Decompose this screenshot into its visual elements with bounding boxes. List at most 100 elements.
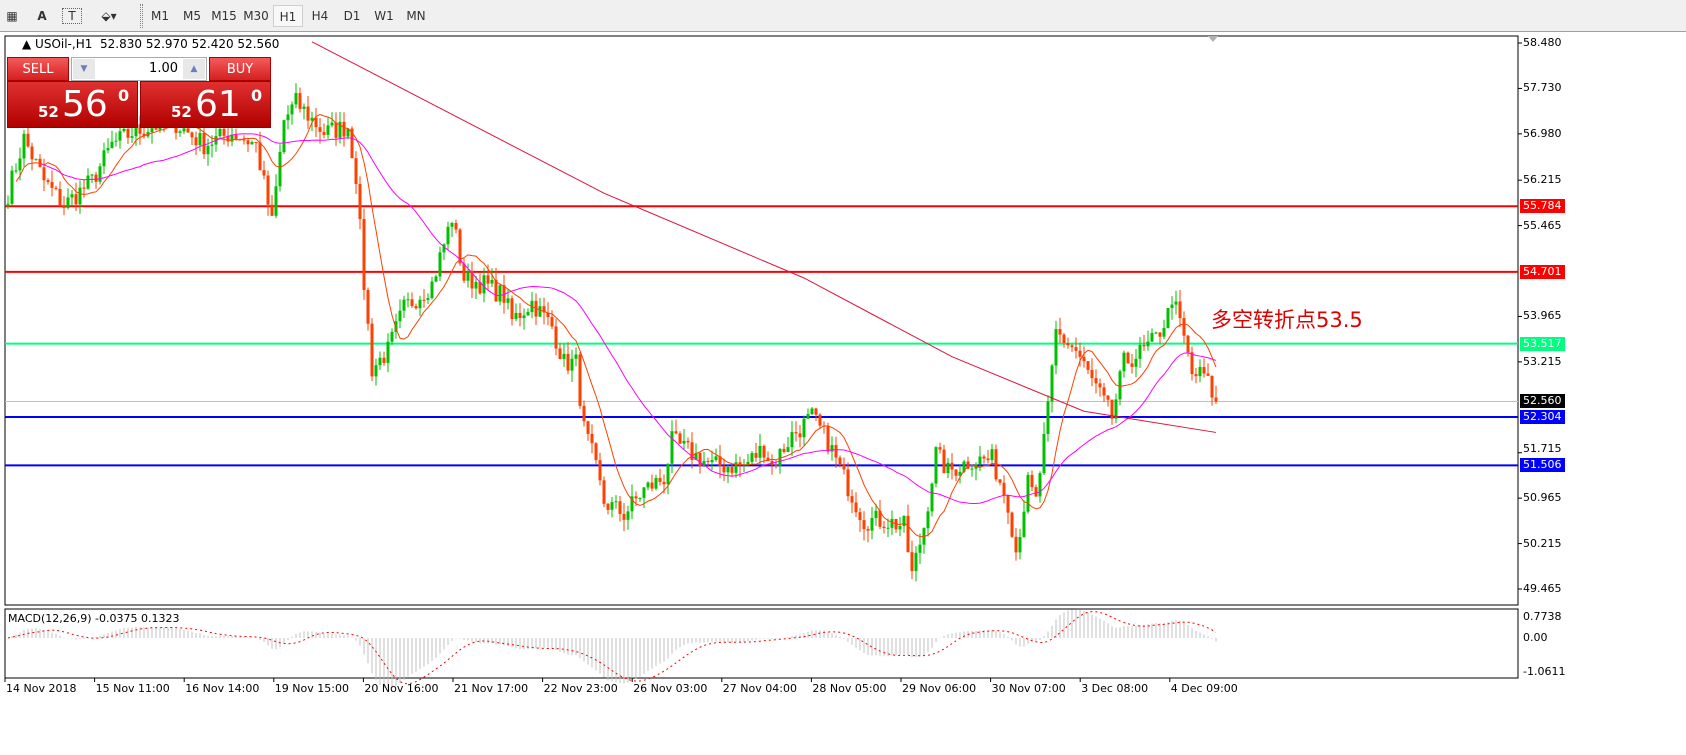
candle-body — [1046, 401, 1050, 434]
chart-window[interactable]: ▲ USOil-,H1 52.830 52.970 52.420 52.560 … — [0, 32, 1686, 755]
shapes-icon[interactable]: ⬙▾ — [101, 9, 117, 23]
date-tick-label: 20 Nov 16:00 — [364, 682, 439, 695]
candle-body — [746, 461, 750, 465]
candle-body — [286, 114, 290, 121]
timeframe-m5[interactable]: M5 — [183, 9, 201, 23]
candle-body — [862, 520, 866, 530]
candle-body — [310, 117, 314, 121]
buy-button[interactable]: BUY — [209, 57, 271, 81]
timeframe-h1[interactable]: H1 — [273, 5, 303, 27]
macd-tick-label: -1.0611 — [1523, 665, 1566, 678]
candle-body — [454, 222, 458, 230]
candle-body — [574, 354, 578, 359]
candle-body — [94, 174, 98, 182]
sell-price-main: 56 — [62, 84, 108, 125]
date-tick-label: 30 Nov 07:00 — [991, 682, 1066, 695]
text-box-icon[interactable]: T — [62, 8, 82, 24]
lot-decrease-icon[interactable]: ▼ — [73, 59, 95, 79]
candle-body — [222, 128, 226, 136]
candle-body — [710, 459, 714, 463]
price-tick-label: 53.215 — [1523, 354, 1562, 368]
grid-f-icon[interactable]: ▦ — [6, 9, 18, 23]
candle-body — [82, 187, 86, 189]
lot-value[interactable]: 1.00 — [149, 61, 178, 76]
candle-body — [470, 270, 474, 289]
candle-body — [1198, 367, 1202, 377]
timeframe-m30[interactable]: M30 — [243, 9, 269, 23]
macd-tick-label: 0.00 — [1523, 631, 1548, 644]
date-tick-label: 26 Nov 03:00 — [633, 682, 708, 695]
candle-body — [54, 187, 58, 189]
candle-body — [1042, 433, 1046, 474]
candle-body — [202, 133, 206, 155]
buy-price-prefix: 52 — [171, 103, 192, 121]
date-tick-label: 16 Nov 14:00 — [185, 682, 260, 695]
candle-body — [1074, 347, 1078, 351]
candle-body — [1034, 487, 1038, 497]
candle-body — [970, 468, 974, 470]
candle-body — [254, 142, 258, 144]
sell-price-prefix: 52 — [38, 103, 59, 121]
candle-body — [1078, 350, 1082, 357]
timeframe-d1[interactable]: D1 — [343, 9, 361, 23]
text-a-icon[interactable]: A — [37, 9, 47, 23]
timeframe-w1[interactable]: W1 — [374, 9, 394, 23]
candle-body — [726, 466, 730, 473]
candle-body — [442, 244, 446, 253]
candle-body — [366, 289, 370, 324]
candle-body — [434, 276, 438, 282]
candle-body — [402, 299, 406, 311]
buy-price-button[interactable]: 52 61 0 — [140, 81, 271, 128]
hline-price-tag: 53.517 — [1520, 336, 1565, 351]
candle-body — [114, 140, 118, 142]
candle-body — [806, 414, 810, 419]
candle-body — [570, 358, 574, 371]
candle-body — [430, 281, 434, 299]
timeframe-m1[interactable]: M1 — [151, 9, 169, 23]
candle-body — [1086, 361, 1090, 370]
candle-body — [930, 483, 934, 512]
date-tick-label: 15 Nov 11:00 — [95, 682, 170, 695]
candle-body — [1126, 352, 1130, 364]
candle-body — [1210, 375, 1214, 398]
date-tick-label: 28 Nov 05:00 — [812, 682, 887, 695]
date-tick-label: 4 Dec 09:00 — [1170, 682, 1238, 695]
candle-body — [522, 315, 526, 319]
candle-body — [186, 128, 190, 133]
candle-body — [394, 321, 398, 332]
candle-body — [874, 510, 878, 519]
candle-body — [338, 121, 342, 138]
candle-body — [786, 447, 790, 453]
price-tick-label: 56.215 — [1523, 173, 1562, 187]
candle-body — [458, 229, 462, 264]
timeframe-m15[interactable]: M15 — [211, 9, 237, 23]
candle-body — [1138, 344, 1142, 359]
candle-body — [446, 226, 450, 245]
candle-body — [1214, 397, 1218, 402]
candle-body — [906, 515, 910, 553]
candle-body — [1026, 474, 1030, 512]
candle-body — [594, 443, 598, 461]
timeframe-mn[interactable]: MN — [406, 9, 426, 23]
timeframe-h4[interactable]: H4 — [311, 9, 329, 23]
candle-body — [998, 479, 1002, 483]
price-tick-label: 50.215 — [1523, 536, 1562, 550]
lot-size-field[interactable]: ▼ 1.00 ▲ — [71, 57, 207, 81]
candle-body — [1170, 304, 1174, 309]
sell-price-button[interactable]: 52 56 0 — [7, 81, 138, 128]
candle-body — [474, 281, 478, 289]
chart-canvas[interactable] — [0, 32, 1686, 755]
candle-body — [18, 158, 22, 171]
hline-price-tag: 52.304 — [1520, 410, 1565, 425]
candle-body — [326, 125, 330, 135]
sell-button[interactable]: SELL — [7, 57, 69, 81]
toolbar-separator — [140, 4, 143, 28]
candle-body — [1118, 371, 1122, 400]
candle-body — [1090, 369, 1094, 379]
lot-increase-icon[interactable]: ▲ — [183, 59, 205, 79]
candle-body — [58, 188, 62, 206]
candle-body — [534, 300, 538, 317]
candle-body — [422, 299, 426, 301]
candle-body — [646, 482, 650, 488]
candle-body — [762, 445, 766, 458]
